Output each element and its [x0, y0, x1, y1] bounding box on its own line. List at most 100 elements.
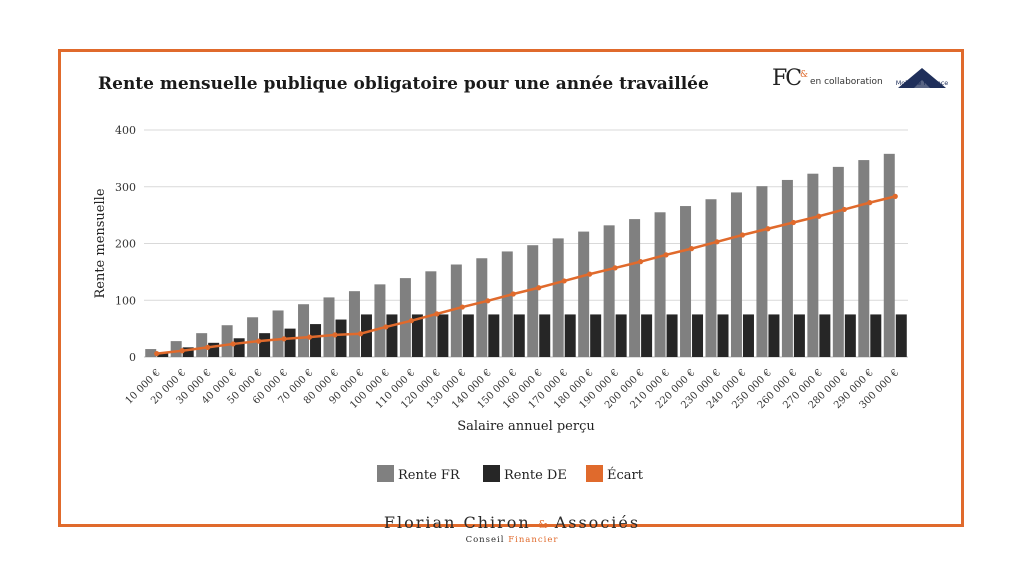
- point-ecart: [459, 304, 465, 310]
- footer-name-part2: Associés: [554, 513, 641, 532]
- bar-rente-fr: [476, 258, 488, 357]
- bar-rente-fr: [603, 225, 615, 357]
- bar-rente-de: [335, 319, 347, 357]
- point-ecart: [587, 271, 593, 277]
- bar-rente-de: [233, 338, 245, 357]
- bar-rente-fr: [680, 206, 692, 357]
- bar-rente-de: [641, 314, 653, 357]
- point-ecart: [205, 344, 211, 350]
- footer-divider-right: [640, 526, 642, 527]
- x-axis-title: Salaire annuel perçu: [457, 419, 595, 434]
- point-ecart: [765, 226, 771, 232]
- bar-rente-de: [539, 314, 551, 357]
- mobilite-finance-logo-icon: [898, 68, 946, 88]
- point-ecart: [739, 232, 746, 238]
- legend-label: Rente FR: [398, 468, 461, 483]
- bar-rente-fr: [323, 297, 335, 357]
- bar-rente-de: [488, 314, 500, 357]
- collaboration-text: en collaboration: [810, 77, 883, 87]
- point-ecart: [612, 265, 618, 271]
- y-tick-label: 300: [115, 181, 136, 194]
- bar-rente-fr: [221, 325, 233, 357]
- bar-rente-de: [437, 314, 449, 357]
- bar-rente-de: [259, 333, 271, 357]
- point-ecart: [230, 341, 236, 347]
- point-ecart: [688, 246, 695, 252]
- point-ecart: [714, 239, 720, 245]
- point-ecart: [510, 291, 516, 297]
- mobilite-finance-logo-text: Mobilité Finance: [895, 79, 949, 87]
- footer-divider-left: [380, 526, 382, 527]
- fc-logo-ampersand: &: [800, 70, 809, 80]
- point-ecart: [256, 338, 262, 344]
- bar-rente-fr: [629, 219, 641, 357]
- point-ecart: [536, 285, 542, 291]
- point-ecart: [408, 318, 414, 324]
- legend-label: Rente DE: [504, 468, 567, 483]
- bar-rente-fr: [832, 166, 844, 357]
- bar-rente-de: [615, 314, 627, 357]
- bar-rente-de: [182, 347, 194, 357]
- y-tick-label: 400: [115, 124, 136, 137]
- footer-tagline-part1: Conseil: [465, 535, 505, 545]
- logo-area: FC & en collaboration Mobilité Finance: [772, 66, 952, 100]
- bar-rente-de: [793, 314, 805, 357]
- bar-rente-fr: [578, 231, 590, 357]
- bar-rente-de: [666, 314, 678, 357]
- point-ecart: [306, 334, 313, 340]
- bar-rente-de: [564, 314, 576, 357]
- bar-rente-fr: [247, 317, 259, 357]
- point-ecart: [179, 348, 185, 354]
- chart-frame: [58, 49, 964, 527]
- bar-rente-de: [208, 342, 220, 357]
- footer-tagline-part2: Financier: [508, 535, 559, 545]
- bar-rente-fr: [730, 192, 742, 357]
- point-ecart: [638, 259, 644, 265]
- bar-rente-fr: [425, 271, 437, 357]
- bar-rente-de: [513, 314, 525, 357]
- bar-rente-de: [284, 328, 296, 357]
- footer-name-part1: Florian Chiron: [383, 513, 531, 532]
- bar-rente-de: [870, 314, 882, 357]
- point-ecart: [281, 336, 287, 342]
- bar-rente-de: [692, 314, 704, 357]
- bar-rente-fr: [858, 160, 870, 357]
- legend-swatch: [586, 465, 603, 482]
- point-ecart: [332, 332, 338, 338]
- bar-rente-fr: [552, 238, 564, 357]
- bar-rente-fr: [374, 284, 386, 357]
- point-ecart: [867, 200, 873, 206]
- chart-title: Rente mensuelle publique obligatoire pou…: [98, 74, 709, 94]
- bar-rente-de: [386, 314, 398, 357]
- point-ecart: [561, 278, 567, 284]
- bar-rente-de: [742, 314, 754, 357]
- point-ecart: [663, 252, 669, 258]
- bar-rente-fr: [807, 173, 819, 357]
- bar-rente-fr: [654, 212, 666, 357]
- point-ecart: [892, 193, 898, 199]
- point-ecart: [790, 219, 797, 226]
- y-tick-label: 200: [115, 238, 136, 251]
- bar-rente-fr: [756, 186, 768, 357]
- footer-name-ampersand: &: [537, 518, 548, 531]
- bar-rente-de: [819, 314, 831, 357]
- footer-company-name: Florian Chiron & Associés: [0, 513, 1024, 532]
- bar-rente-fr: [145, 349, 157, 357]
- bar-rente-de: [310, 324, 322, 357]
- bar-rente-de: [360, 314, 372, 357]
- bar-rente-de: [157, 352, 169, 357]
- bar-rente-fr: [501, 251, 513, 357]
- point-ecart: [816, 213, 822, 219]
- point-ecart: [485, 298, 491, 304]
- bar-rente-fr: [348, 291, 360, 357]
- legend-swatch: [377, 465, 394, 482]
- bar-rente-fr: [450, 264, 462, 357]
- bar-rente-de: [590, 314, 602, 357]
- point-ecart: [383, 324, 389, 330]
- bar-rente-fr: [399, 278, 411, 357]
- y-axis-title: Rente mensuelle: [93, 188, 108, 298]
- bar-rente-fr: [170, 341, 182, 357]
- bar-rente-de: [768, 314, 780, 357]
- bar-rente-fr: [272, 310, 284, 357]
